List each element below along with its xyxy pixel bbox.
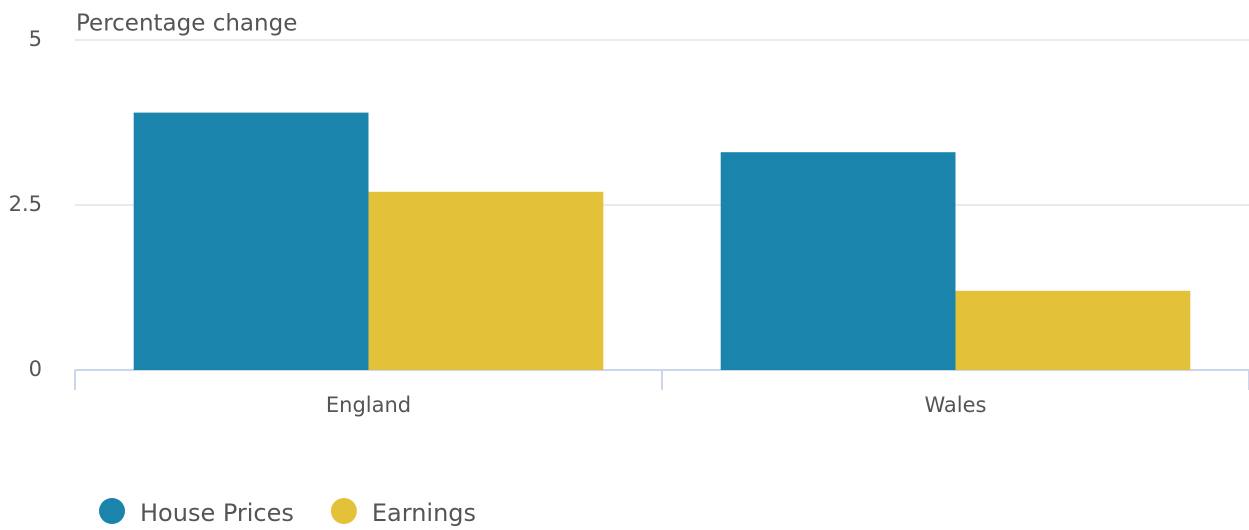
legend-label: Earnings [372, 499, 476, 527]
bar [133, 112, 369, 370]
bar [368, 191, 604, 370]
y-tick-label: 2.5 [9, 192, 42, 216]
y-tick-label: 5 [29, 27, 42, 51]
y-tick-label: 0 [29, 357, 42, 381]
legend-marker [330, 498, 357, 524]
y-axis-label: Percentage change [76, 11, 297, 37]
legend-marker [99, 498, 125, 524]
bar [955, 290, 1191, 370]
legend-label: House Prices [140, 499, 294, 527]
bar [720, 152, 956, 370]
x-tick-label: England [326, 393, 411, 417]
x-tick-label: Wales [925, 393, 987, 417]
